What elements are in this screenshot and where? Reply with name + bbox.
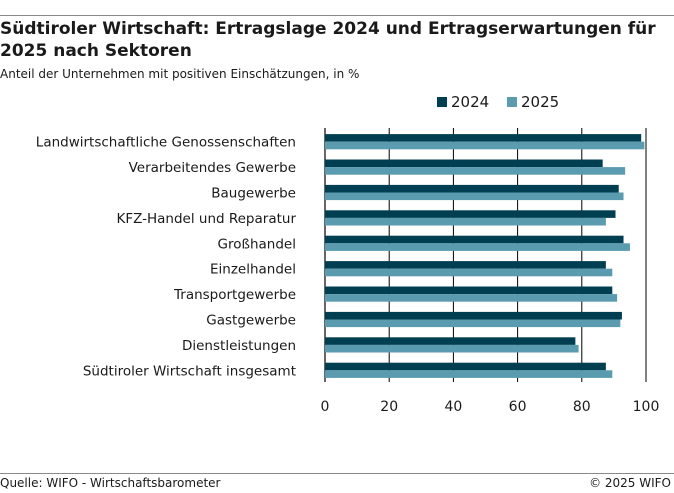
category-label: Transportgewerbe [173,287,296,303]
bar-2025 [325,268,613,277]
category-label: Baugewerbe [211,186,296,202]
bar-2025 [325,243,630,251]
bar-2024 [325,362,606,371]
copyright-note: © 2025 WIFO [589,476,671,490]
x-tick-label: 60 [509,399,527,415]
bar-2025 [325,344,579,353]
category-label: Südtiroler Wirtschaft insgesamt [83,363,296,379]
x-tick-labels: 0 20 40 60 80 100 [321,399,660,415]
legend-label: 2024 [451,93,489,111]
bar-2025 [325,370,613,378]
category-label: Landwirtschaftliche Genossenschaften [36,135,296,151]
category-labels: Landwirtschaftliche Genossenschaften Vera… [36,135,297,380]
bar-2024 [325,184,619,193]
top-rule [0,15,674,16]
bar-2025 [325,167,626,175]
bar-2024 [325,337,576,345]
bar-2024 [325,261,606,269]
legend: 2024 2025 [437,93,559,111]
category-label: Großhandel [218,236,297,252]
bar-2025 [325,294,618,302]
x-tick-label: 40 [444,399,462,415]
bar-2024 [325,210,616,218]
category-label: Dienstleistungen [182,338,296,354]
bar-2025 [325,141,645,150]
x-tick-label: 100 [633,399,660,415]
category-label: Gastgewerbe [206,313,296,329]
bar-2024 [325,235,624,244]
x-tick-label: 0 [321,399,330,415]
legend-swatch-2024 [437,97,447,107]
bottom-rule [0,473,674,474]
bar-chart: 2024 2025 Landwirtschaftliche Genossensch… [36,93,660,415]
chart-title: Südtiroler Wirtschaft: Ertragslage 2024 … [0,19,656,61]
bar-2024 [325,134,642,142]
legend-swatch-2025 [507,97,517,107]
category-label: KFZ-Handel und Reparatur [116,211,296,227]
x-tick-label: 20 [380,399,398,415]
category-label: Verarbeitendes Gewerbe [129,160,296,176]
bars [325,134,645,378]
bar-2025 [325,217,606,226]
legend-label: 2025 [521,93,559,111]
chart-subtitle: Anteil der Unternehmen mit positiven Ein… [0,67,360,81]
source-note: Quelle: WIFO - Wirtschaftsbarometer [0,476,221,490]
bar-2025 [325,319,621,328]
x-tick-label: 80 [573,399,591,415]
category-label: Einzelhandel [210,262,296,278]
bar-2024 [325,311,622,320]
bar-2024 [325,286,613,295]
bar-2025 [325,192,624,201]
bar-2024 [325,159,603,168]
